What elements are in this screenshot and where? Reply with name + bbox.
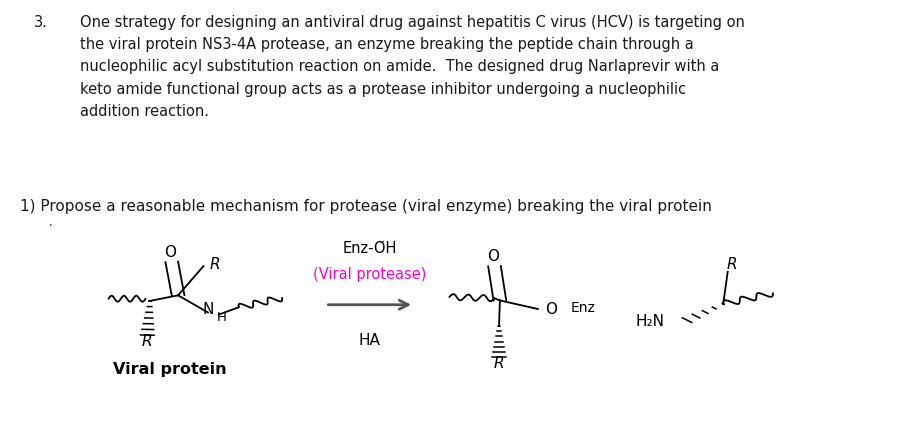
Text: (Viral protease): (Viral protease) (312, 268, 426, 282)
Text: One strategy for designing an antiviral drug against hepatitis C virus (HCV) is : One strategy for designing an antiviral … (79, 15, 743, 30)
Text: R: R (142, 334, 153, 349)
Text: HA: HA (358, 333, 380, 348)
Text: Viral protein: Viral protein (113, 362, 227, 377)
Text: H₂N: H₂N (635, 314, 664, 330)
Text: R: R (493, 356, 504, 372)
Text: O: O (487, 249, 499, 265)
Text: addition reaction.: addition reaction. (79, 104, 209, 119)
Text: O: O (163, 245, 176, 260)
Text: ’: ’ (48, 224, 51, 234)
Text: R: R (209, 256, 220, 272)
Text: keto amide functional group acts as a protease inhibitor undergoing a nucleophil: keto amide functional group acts as a pr… (79, 82, 684, 97)
Text: O: O (545, 302, 556, 318)
Text: Enz-ÖH: Enz-ÖH (342, 241, 396, 256)
Text: nucleophilic acyl substitution reaction on amide.  The designed drug Narlaprevir: nucleophilic acyl substitution reaction … (79, 59, 718, 74)
Text: 3.: 3. (33, 15, 47, 30)
Text: 1) Propose a reasonable mechanism for protease (viral enzyme) breaking the viral: 1) Propose a reasonable mechanism for pr… (20, 199, 711, 214)
Text: R: R (726, 257, 737, 272)
Text: the viral protein NS3-4A protease, an enzyme breaking the peptide chain through : the viral protein NS3-4A protease, an en… (79, 37, 693, 52)
Text: Enz: Enz (570, 301, 595, 315)
Text: H: H (217, 311, 226, 324)
Text: N: N (202, 302, 213, 318)
